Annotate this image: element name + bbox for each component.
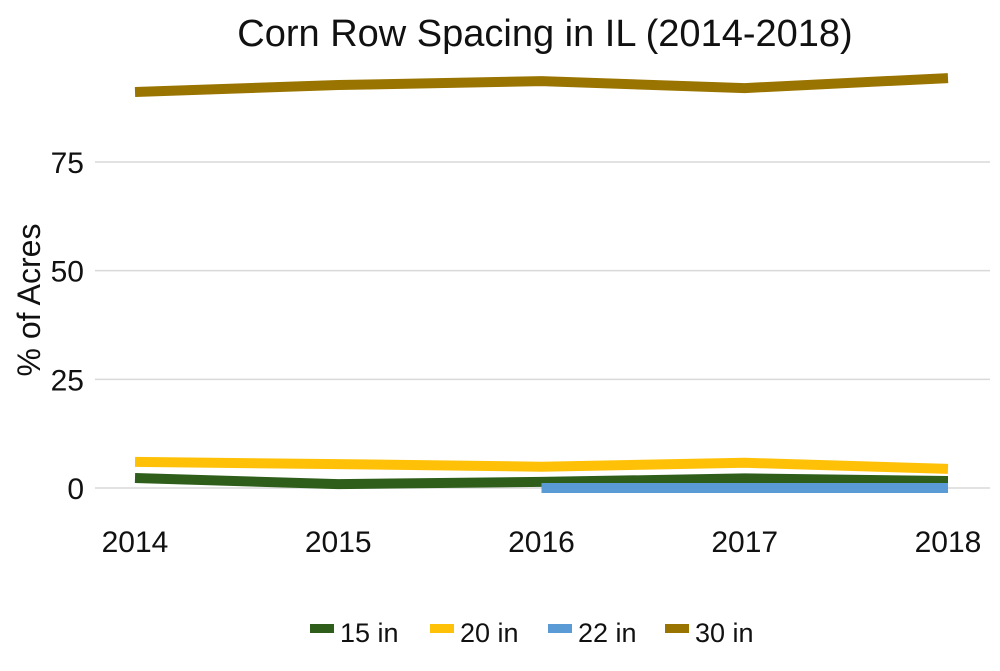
legend-swatch bbox=[665, 624, 689, 633]
y-tick-label: 50 bbox=[51, 256, 84, 289]
y-tick-label: 0 bbox=[67, 473, 84, 506]
y-tick-label: 25 bbox=[51, 364, 84, 397]
y-axis-label: % of Acres bbox=[11, 224, 47, 377]
legend-label: 15 in bbox=[340, 618, 399, 648]
x-tick-label: 2018 bbox=[915, 526, 982, 559]
series-line-15-in bbox=[134, 473, 949, 490]
legend-label: 22 in bbox=[578, 618, 637, 648]
series-line-20-in bbox=[134, 456, 949, 474]
x-tick-label: 2015 bbox=[305, 526, 372, 559]
x-tick-label: 2017 bbox=[711, 526, 778, 559]
series-line-30-in bbox=[134, 73, 949, 97]
legend: 15 in 20 in 22 in 30 in bbox=[310, 618, 754, 648]
legend-label: 30 in bbox=[695, 618, 754, 648]
x-tick-label: 2014 bbox=[102, 526, 169, 559]
legend-swatch bbox=[548, 624, 572, 633]
y-tick-label: 75 bbox=[51, 147, 84, 180]
x-tick-label: 2016 bbox=[508, 526, 575, 559]
legend-swatch bbox=[430, 624, 454, 633]
legend-swatch bbox=[310, 624, 334, 633]
legend-label: 20 in bbox=[460, 618, 519, 648]
chart-title: Corn Row Spacing in IL (2014-2018) bbox=[237, 13, 852, 55]
